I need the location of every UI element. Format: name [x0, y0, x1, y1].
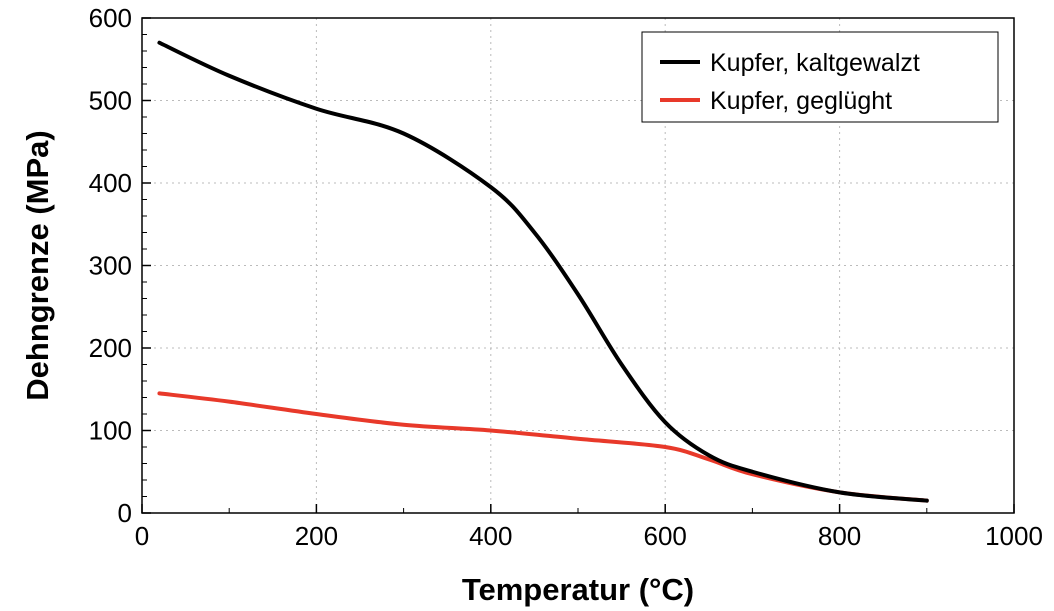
x-tick-label: 200	[295, 521, 338, 551]
x-tick-label: 800	[818, 521, 861, 551]
x-axis-title: Temperatur (°C)	[462, 572, 694, 607]
x-tick-label: 600	[644, 521, 687, 551]
x-tick-label: 1000	[985, 521, 1043, 551]
series-line-1	[157, 391, 929, 503]
legend-label-geglueght: Kupfer, geglüght	[710, 87, 892, 115]
series-lines	[157, 40, 929, 503]
y-tick-label: 600	[89, 3, 132, 33]
plot-frame	[141, 17, 1015, 514]
x-tick-label: 400	[469, 521, 512, 551]
legend: Kupfer, kaltgewalzt Kupfer, geglüght	[641, 31, 999, 123]
legend-label-kaltgewalzt: Kupfer, kaltgewalzt	[710, 49, 920, 77]
tick-labels: 0 200 400 600 800 1000 0 100 200 300 400 500 600	[89, 3, 1043, 551]
y-tick-label: 400	[89, 168, 132, 198]
y-tick-label: 200	[89, 333, 132, 363]
y-tick-label: 500	[89, 86, 132, 116]
x-tick-label: 0	[135, 521, 149, 551]
y-tick-label: 300	[89, 251, 132, 281]
y-axis-title: Dehngrenze (MPa)	[20, 130, 55, 400]
y-tick-label: 0	[118, 498, 132, 528]
series-line-0	[157, 40, 929, 503]
y-tick-label: 100	[89, 416, 132, 446]
legend-box	[641, 31, 999, 123]
